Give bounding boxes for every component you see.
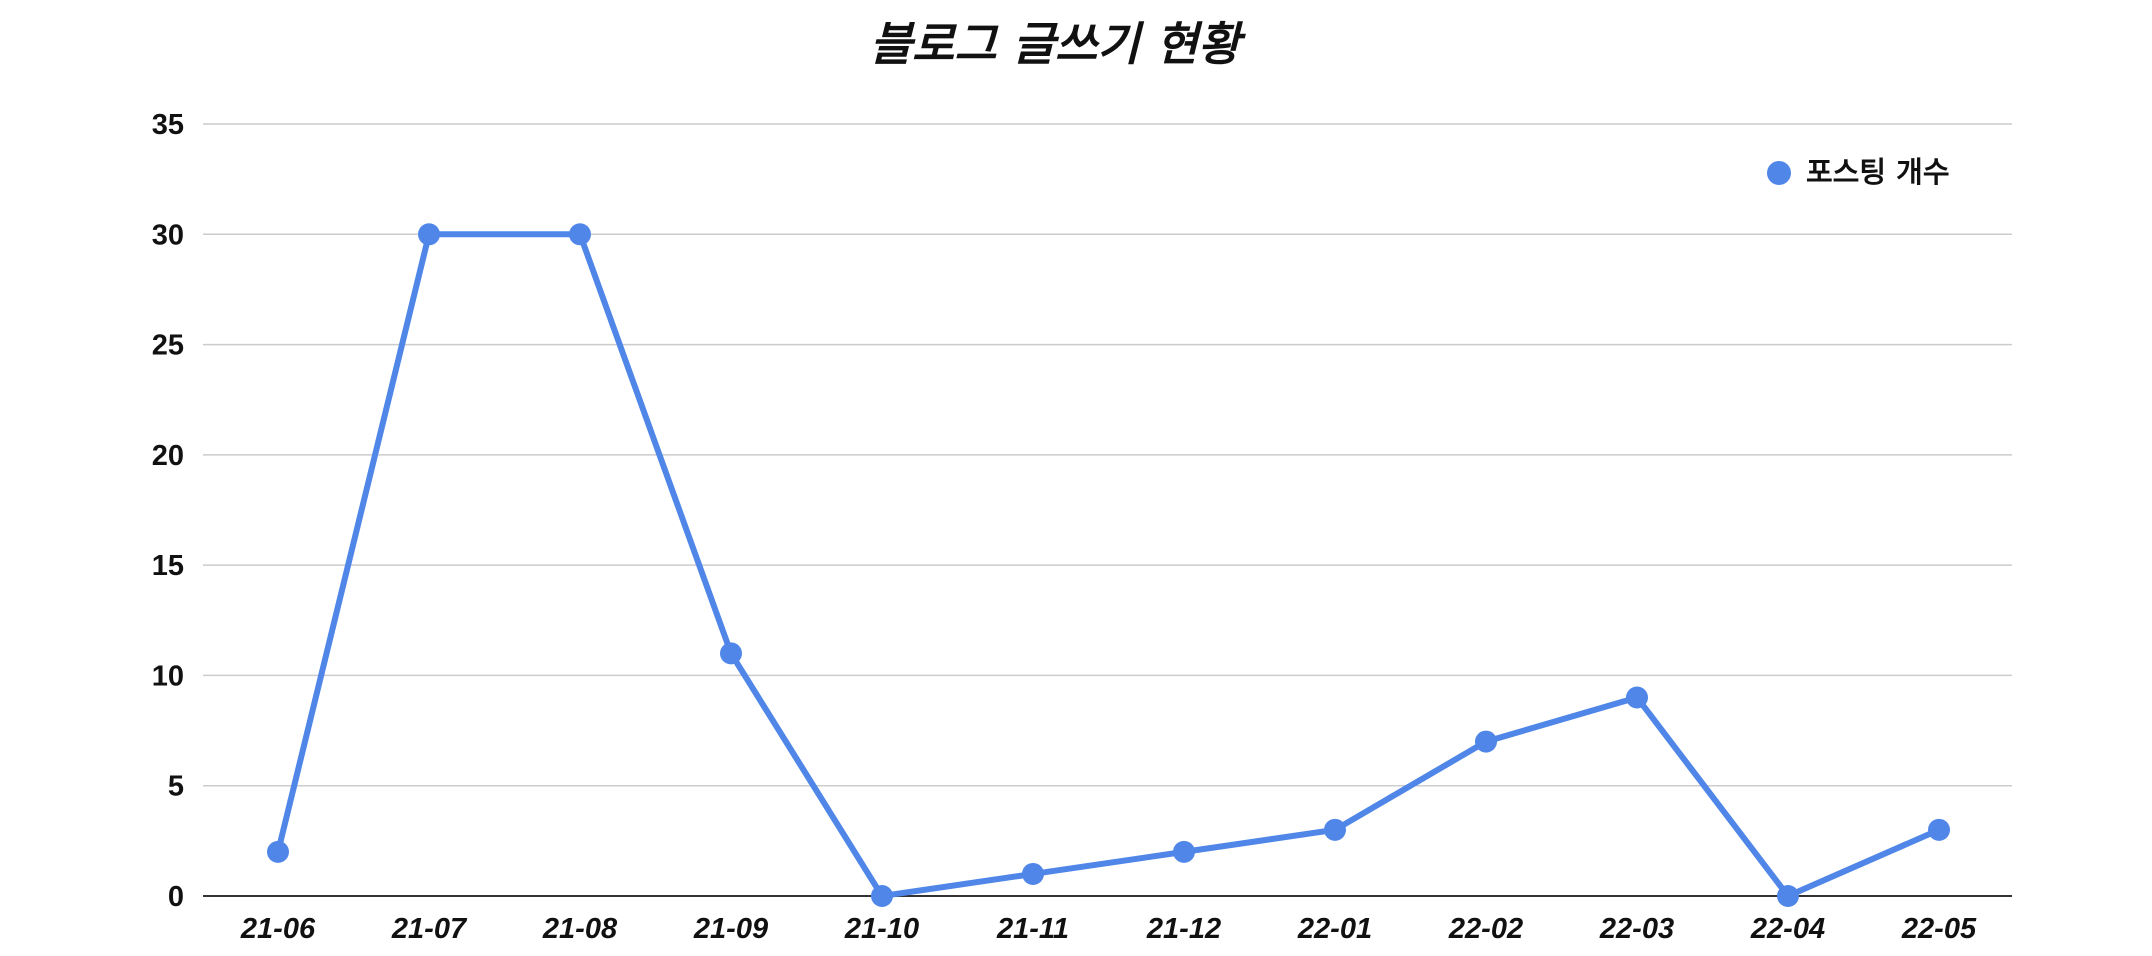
x-axis-ticks: 21-06 21-07 21-08 21-09 21-10 21-11 21-12 22-01… — [240, 913, 1977, 945]
grid-lines — [203, 123, 2012, 897]
y-axis-ticks: 0 5 10 15 20 25 30 35 — [152, 109, 184, 913]
data-point — [418, 223, 440, 246]
series-line — [275, 231, 1942, 899]
series — [267, 223, 1950, 907]
data-point — [1324, 818, 1346, 841]
y-tick-label: 30 — [152, 219, 184, 251]
data-point — [1022, 862, 1044, 885]
y-tick-label: 15 — [152, 550, 184, 582]
data-point — [1173, 840, 1195, 863]
data-point — [1777, 885, 1799, 907]
data-point — [267, 840, 289, 863]
data-point — [569, 223, 591, 246]
data-point — [1928, 818, 1950, 841]
y-tick-label: 25 — [152, 330, 184, 362]
x-tick-label: 22-04 — [1750, 913, 1825, 945]
y-tick-label: 10 — [152, 660, 184, 692]
chart-title: 블로그 글쓰기 현황 — [870, 17, 1246, 71]
y-tick-label: 5 — [168, 771, 184, 803]
x-tick-label: 21-12 — [1146, 913, 1221, 945]
x-tick-label: 22-02 — [1448, 913, 1523, 945]
x-tick-label: 21-11 — [996, 913, 1069, 945]
x-tick-label: 21-08 — [542, 913, 618, 945]
x-tick-label: 22-05 — [1901, 913, 1977, 945]
legend-label: 포스팅 개수 — [1806, 155, 1950, 189]
x-tick-label: 22-03 — [1599, 913, 1674, 945]
x-tick-label: 21-07 — [391, 913, 468, 945]
data-point — [1626, 686, 1648, 709]
y-tick-label: 0 — [168, 881, 184, 913]
y-tick-label: 20 — [152, 440, 184, 472]
data-point — [871, 885, 893, 907]
legend: 포스팅 개수 — [1767, 155, 1950, 189]
x-tick-label: 22-01 — [1297, 913, 1372, 945]
y-tick-label: 35 — [152, 109, 184, 141]
data-point — [1475, 730, 1497, 753]
legend-marker-icon — [1767, 161, 1791, 185]
x-tick-label: 21-10 — [844, 913, 919, 945]
data-point — [720, 642, 742, 665]
x-tick-label: 21-06 — [240, 913, 316, 945]
x-tick-label: 21-09 — [693, 913, 768, 945]
